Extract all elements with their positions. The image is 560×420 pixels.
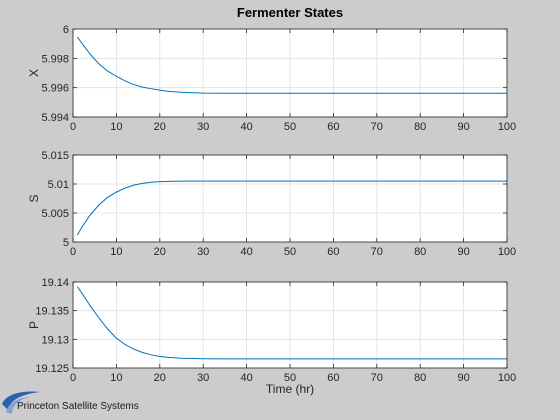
series-line-0 — [76, 286, 507, 360]
x-tick-label: 20 — [154, 121, 166, 133]
subplot-P: 0 10 20 30 40 50 60 70 80 90 100 19.125 19.13 19.135 1… — [27, 277, 516, 396]
x-tick-label: 10 — [110, 121, 122, 133]
logo-swoosh-icon — [2, 391, 40, 410]
y-tick-label: 6 — [63, 24, 69, 36]
x-tick-label: 70 — [371, 372, 383, 384]
subplot-X: 0 10 20 30 40 50 60 70 80 90 100 5.994 5.996 5.998 6 X — [27, 24, 516, 133]
y-tick-label: 5.996 — [41, 83, 69, 95]
y-tick-label: 19.125 — [35, 363, 69, 375]
x-tick-label: 40 — [240, 372, 252, 384]
x-tick-label: 80 — [414, 372, 426, 384]
y-tick-label: 19.13 — [41, 334, 69, 346]
y-tick-label: 19.135 — [35, 306, 69, 318]
x-tick-label: 60 — [327, 246, 339, 258]
x-tick-label: 60 — [327, 121, 339, 133]
y-tick-label: 5.015 — [41, 150, 69, 162]
x-tick-label: 0 — [70, 246, 76, 258]
x-tick-label: 30 — [197, 246, 209, 258]
x-tick-label: 10 — [110, 246, 122, 258]
pss-logo: Princeton Satellite Systems — [2, 391, 139, 414]
x-tick-label: 90 — [457, 246, 469, 258]
figure-title: Fermenter States — [237, 5, 343, 20]
logo-text: Princeton Satellite Systems — [17, 401, 139, 412]
y-tick-label: 5.005 — [41, 208, 69, 220]
series-line-0 — [76, 180, 507, 236]
x-tick-label: 10 — [110, 372, 122, 384]
x-axis-label: Time (hr) — [266, 382, 314, 396]
x-tick-label: 50 — [284, 246, 296, 258]
y-tick-label: 5.01 — [48, 179, 69, 191]
x-tick-label: 100 — [498, 121, 516, 133]
x-tick-label: 40 — [240, 246, 252, 258]
x-tick-label: 20 — [154, 372, 166, 384]
x-tick-label: 50 — [284, 372, 296, 384]
x-tick-label: 0 — [70, 121, 76, 133]
x-tick-label: 50 — [284, 121, 296, 133]
subplots-group: 0 10 20 30 40 50 60 70 80 90 1005.9945.9965.9986X0… — [27, 24, 516, 396]
y-axis-label: P — [27, 321, 41, 329]
x-tick-label: 30 — [197, 372, 209, 384]
x-tick-label: 60 — [327, 372, 339, 384]
x-tick-label: 0 — [70, 372, 76, 384]
x-tick-label: 20 — [154, 246, 166, 258]
logo-swoosh-inner-icon — [6, 397, 30, 414]
series-line-0 — [76, 36, 507, 94]
x-tick-label: 90 — [457, 372, 469, 384]
x-tick-label: 40 — [240, 121, 252, 133]
y-tick-label: 5 — [63, 237, 69, 249]
y-axis-label: X — [27, 69, 41, 77]
subplot-S: 0 10 20 30 40 50 60 70 80 90 100 5 5.005 5.01 5.015 S — [27, 150, 516, 258]
x-tick-label: 70 — [371, 121, 383, 133]
y-tick-label: 19.14 — [41, 277, 69, 289]
y-tick-label: 5.998 — [41, 53, 69, 65]
x-tick-label: 100 — [498, 372, 516, 384]
y-axis-label: S — [27, 194, 41, 202]
x-tick-label: 80 — [414, 246, 426, 258]
x-tick-label: 80 — [414, 121, 426, 133]
y-tick-label: 5.994 — [41, 112, 69, 124]
x-tick-label: 100 — [498, 246, 516, 258]
x-tick-label: 90 — [457, 121, 469, 133]
x-tick-label: 70 — [371, 246, 383, 258]
x-tick-label: 30 — [197, 121, 209, 133]
